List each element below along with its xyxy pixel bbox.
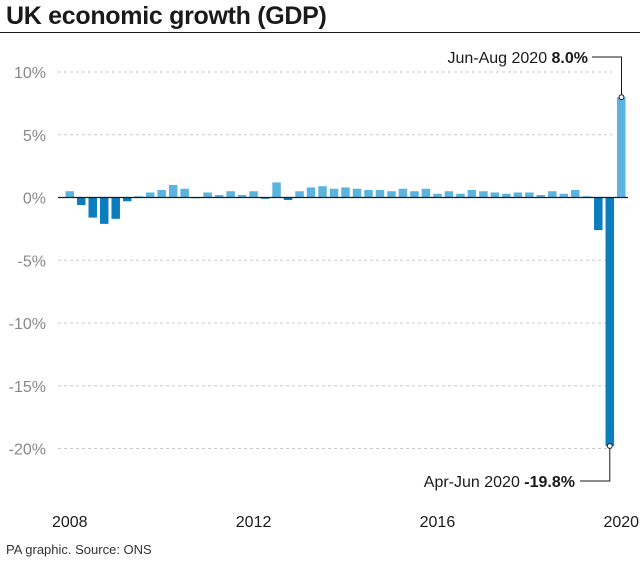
bar bbox=[329, 188, 339, 198]
bar bbox=[214, 194, 224, 198]
grid-lines bbox=[58, 71, 612, 449]
bar bbox=[605, 197, 615, 446]
annotation-dot bbox=[618, 94, 625, 100]
bars bbox=[65, 97, 626, 446]
bar bbox=[111, 197, 120, 219]
bar bbox=[295, 191, 304, 198]
bar bbox=[364, 189, 373, 198]
bar bbox=[145, 192, 155, 198]
bar bbox=[410, 191, 419, 198]
bar bbox=[433, 193, 442, 198]
bar bbox=[490, 192, 500, 198]
bar bbox=[237, 194, 247, 198]
bar bbox=[444, 191, 454, 198]
y-tick-label: -15% bbox=[9, 379, 46, 396]
bar bbox=[421, 188, 431, 198]
bar bbox=[272, 182, 281, 198]
bar bbox=[122, 197, 132, 202]
bar bbox=[134, 196, 143, 198]
annotation-dot bbox=[606, 443, 613, 449]
bar bbox=[525, 192, 534, 198]
bar bbox=[260, 197, 270, 199]
y-tick-label: 0% bbox=[23, 191, 46, 208]
bar bbox=[352, 188, 362, 198]
y-tick-label: 5% bbox=[23, 128, 46, 145]
bar bbox=[375, 189, 385, 198]
bar bbox=[306, 187, 316, 198]
bar bbox=[249, 191, 258, 198]
leader-line bbox=[592, 56, 622, 98]
annotation-apr-jun: Apr-Jun 2020 -19.8% bbox=[424, 474, 575, 491]
bar bbox=[571, 189, 580, 198]
bar bbox=[548, 191, 557, 198]
bar bbox=[318, 186, 327, 198]
title-rule bbox=[0, 32, 640, 33]
x-tick-label: 2012 bbox=[236, 514, 272, 531]
chart-title: UK economic growth (GDP) bbox=[6, 2, 327, 30]
bar bbox=[180, 188, 189, 198]
bar bbox=[559, 193, 569, 198]
y-tick-label: -10% bbox=[9, 316, 46, 333]
y-tick-label: -20% bbox=[9, 442, 46, 459]
source-note: PA graphic. Source: ONS bbox=[6, 542, 152, 557]
bar bbox=[203, 192, 212, 198]
bar bbox=[387, 191, 396, 198]
y-tick-label: -5% bbox=[18, 253, 46, 270]
bar bbox=[582, 196, 592, 198]
x-tick-label: 2016 bbox=[420, 514, 456, 531]
bar bbox=[513, 192, 523, 198]
bar bbox=[456, 193, 465, 198]
annotations: Jun-Aug 2020 8.0% Apr-Jun 2020 -19.8% bbox=[424, 50, 625, 491]
bar bbox=[283, 197, 293, 201]
x-tick-label: 2020 bbox=[603, 514, 639, 531]
bar bbox=[76, 197, 86, 206]
annotation-jun-aug: Jun-Aug 2020 8.0% bbox=[447, 50, 588, 67]
bar-final bbox=[617, 97, 626, 198]
bar bbox=[88, 197, 97, 218]
y-axis-ticks: 10% 5% 0% -5% -10% -15% -20% bbox=[9, 65, 46, 459]
bar bbox=[594, 197, 603, 231]
bar bbox=[65, 191, 74, 198]
bar bbox=[479, 191, 488, 198]
bar bbox=[502, 193, 511, 198]
bar bbox=[168, 184, 178, 198]
bar bbox=[467, 189, 477, 198]
bar bbox=[157, 189, 166, 198]
bar bbox=[536, 194, 546, 198]
bar bbox=[341, 187, 350, 198]
leader-line bbox=[580, 445, 611, 482]
y-tick-label: 10% bbox=[14, 65, 46, 82]
bar bbox=[99, 197, 109, 224]
x-tick-label: 2008 bbox=[52, 514, 88, 531]
x-axis-ticks: 2008 2012 2016 2020 bbox=[52, 514, 639, 531]
bar bbox=[398, 188, 408, 198]
bar bbox=[226, 191, 235, 198]
